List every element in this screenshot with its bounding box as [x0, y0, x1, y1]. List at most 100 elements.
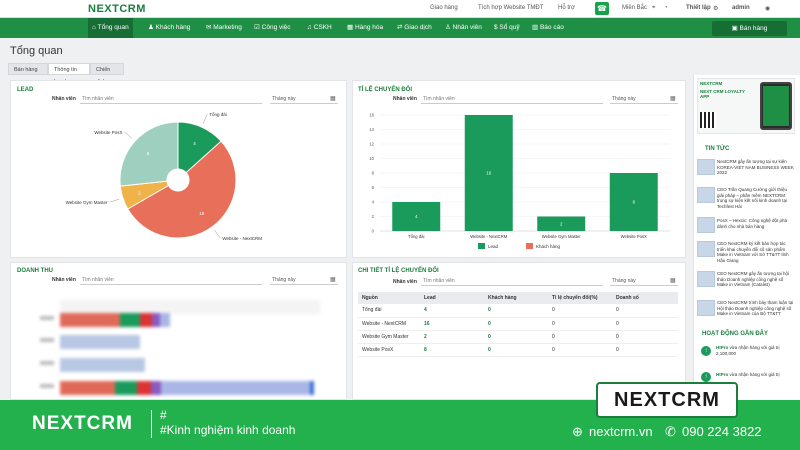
revenue-staff-search[interactable]: Tìm nhân viên: [80, 276, 262, 285]
calendar-icon[interactable]: ▦: [670, 278, 676, 284]
news-item[interactable]: CEO Trần Quang Cường giới thiệu giải phá…: [717, 187, 788, 209]
detail-staff-search[interactable]: Tìm nhân viên: [421, 277, 603, 286]
calendar-icon[interactable]: ▦: [330, 96, 336, 102]
activity-item[interactable]: HtPro vừa nhận hàng với giá trị: [716, 372, 796, 378]
footer-brand: NEXTCRM: [32, 413, 133, 434]
bell-icon[interactable]: ◔: [664, 5, 668, 11]
revenue-card: [10, 262, 347, 400]
news-thumbnail[interactable]: [697, 271, 715, 287]
pie-slice[interactable]: [119, 121, 179, 187]
bar-value-label: 8: [633, 200, 636, 205]
nav-reports[interactable]: ▥ Báo cáo: [528, 18, 568, 38]
news-item[interactable]: CEO NextCRM gây ấn tượng tại hội thảo Do…: [717, 271, 789, 287]
y-tick-label: 14: [369, 127, 374, 132]
news-thumbnail[interactable]: [697, 159, 715, 175]
detail-title: CHI TIẾT TỈ LỆ CHUYỂN ĐỔI: [358, 268, 439, 274]
bar-lead[interactable]: [609, 173, 658, 231]
tab-lead-info[interactable]: Thông tin Lead: [48, 63, 90, 85]
cell-customers[interactable]: 0: [488, 346, 491, 353]
legend-label[interactable]: Lead: [488, 244, 499, 249]
footer-tagline: #Kinh nghiệm kinh doanh: [160, 423, 296, 437]
settings-link[interactable]: Thiết lập: [686, 5, 711, 11]
news-thumbnail[interactable]: [697, 187, 715, 203]
phone-icon[interactable]: ☎: [595, 2, 609, 15]
bar-lead[interactable]: [392, 202, 441, 231]
pie-slice[interactable]: [127, 140, 237, 239]
nav-overview[interactable]: ⌂ Tổng quan: [88, 18, 133, 38]
cell-customers[interactable]: 0: [488, 307, 491, 314]
table-row[interactable]: Website PosX 8 0 0 0: [358, 343, 678, 356]
gear-icon[interactable]: ⚙: [713, 6, 719, 12]
table-row[interactable]: Website Gym Master 2 0 0 0: [358, 330, 678, 343]
nav-marketing[interactable]: ✉ Marketing: [202, 18, 246, 38]
news-title: TIN TỨC: [705, 146, 730, 152]
legend-swatch: [526, 243, 533, 249]
bar-value-label: 16: [486, 171, 491, 176]
nav-customers[interactable]: ♟ Khách hàng: [144, 18, 194, 38]
app-logo[interactable]: NEXTCRM: [88, 3, 146, 15]
delivery-link[interactable]: Giao hàng: [430, 5, 458, 11]
y-tick-label: 4: [372, 200, 375, 205]
news-item[interactable]: CEO NextCRM ký kết bản hợp tác triển kha…: [717, 241, 789, 263]
cell-lead[interactable]: 2: [424, 333, 427, 340]
cell-customers[interactable]: 0: [488, 333, 491, 340]
activity-item[interactable]: HtPro vừa nhận hàng với giá trị 2,100,000: [716, 345, 796, 356]
nav-customer-care[interactable]: ♫ CSKH: [303, 18, 336, 38]
pie-leader-line: [109, 198, 120, 203]
news-thumbnail[interactable]: [697, 217, 715, 233]
nav-label: Marketing: [213, 24, 242, 31]
news-thumbnail[interactable]: [697, 241, 715, 257]
calendar-icon[interactable]: ▦: [670, 96, 676, 102]
nav-tasks[interactable]: ☑ Công việc: [250, 18, 295, 38]
bar-lead[interactable]: [537, 216, 586, 232]
conversion-staff-search[interactable]: Tìm nhân viên: [421, 95, 603, 104]
region-selector[interactable]: Miền Bắc: [622, 5, 648, 11]
home-icon: ⌂: [92, 24, 98, 31]
cell-rate: 0: [552, 307, 555, 314]
nav-cashbook[interactable]: $ Sổ quỹ: [490, 18, 524, 38]
tab-sales[interactable]: Bán hàng: [8, 63, 48, 75]
blurred-bars: [40, 300, 320, 395]
support-link[interactable]: Hỗ trợ: [558, 5, 575, 11]
news-thumbnail[interactable]: [697, 300, 715, 316]
table-row[interactable]: Website - NextCRM 16 0 0 0: [358, 317, 678, 330]
footer-website[interactable]: nextcrm.vn: [589, 424, 653, 439]
footer-divider: [151, 410, 152, 438]
nav-employees[interactable]: ♙ Nhân viên: [441, 18, 486, 38]
nav-products[interactable]: ▦ Hàng hóa: [343, 18, 387, 38]
nav-label: Báo cáo: [539, 24, 564, 31]
nav-label: Nhân viên: [452, 24, 482, 31]
lead-period-select[interactable]: Tháng này: [270, 95, 338, 104]
tab-campaigns[interactable]: Chiến dịch: [90, 63, 124, 85]
news-item[interactable]: PosX – Hexcic: Công nghệ đột phá dành ch…: [717, 218, 788, 229]
nav-label: Tổng quan: [97, 24, 129, 31]
qr-code-icon: [700, 112, 716, 128]
footer-phone[interactable]: 090 224 3822: [682, 424, 762, 439]
cell-revenue: 0: [616, 307, 619, 314]
sell-button[interactable]: ▣ Bán hàng: [712, 21, 787, 36]
cell-rate: 0: [552, 346, 555, 353]
news-item[interactable]: NextCRM gây ấn tượng tại sự kiện KOREA-V…: [717, 159, 794, 175]
cell-lead[interactable]: 8: [424, 346, 427, 353]
cell-customers[interactable]: 0: [488, 320, 491, 327]
calendar-icon[interactable]: ▦: [330, 277, 336, 283]
cell-rate: 0: [552, 320, 555, 327]
conversion-period-select[interactable]: Tháng này: [610, 95, 678, 104]
bar-lead[interactable]: [464, 115, 513, 231]
nav-transactions[interactable]: ⇄ Giao dịch: [393, 18, 436, 38]
cell-lead[interactable]: 16: [424, 320, 430, 327]
activity-text: vừa nhận hàng với giá trị: [729, 372, 780, 377]
phone-screen: [763, 86, 789, 126]
user-menu[interactable]: admin: [732, 5, 750, 11]
user-icon[interactable]: ◉: [765, 6, 771, 12]
detail-period-select[interactable]: Tháng này: [610, 277, 678, 286]
revenue-period-select[interactable]: Tháng này: [270, 276, 338, 285]
staff-label: Nhân viên: [393, 279, 417, 285]
website-integration-link[interactable]: Tích hợp Website TMĐT: [478, 5, 544, 11]
lead-staff-search[interactable]: Tìm nhân viên: [80, 95, 262, 104]
cell-lead[interactable]: 4: [424, 307, 427, 314]
detail-table: Nguồn Lead Khách hàng Tỉ lệ chuyển đổi(%…: [358, 292, 678, 357]
table-row[interactable]: Tổng đài 4 0 0 0: [358, 304, 678, 317]
legend-label[interactable]: Khách hàng: [536, 244, 561, 249]
news-item[interactable]: CEO NextCRM trình bày tham luận tại Hội …: [717, 300, 794, 316]
